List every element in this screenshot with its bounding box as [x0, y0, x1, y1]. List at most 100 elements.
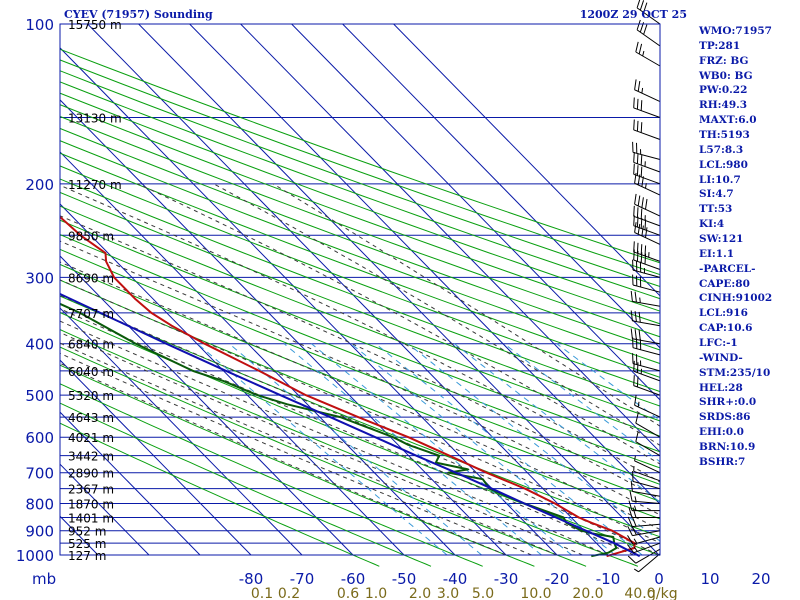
height-label: 4643 m — [68, 411, 114, 425]
height-label: 9850 m — [68, 229, 114, 243]
mixing-ratio-label: 5.0 — [472, 586, 494, 600]
wind-barb — [633, 375, 661, 396]
dry-adiabat — [60, 191, 660, 422]
stat-line: LI:10.7 — [699, 173, 741, 186]
pressure-tick-label: 300 — [25, 269, 54, 287]
dry-adiabat — [60, 70, 660, 288]
height-label: 7707 m — [68, 307, 114, 321]
temperature-tick-label: 10 — [700, 570, 719, 588]
stat-line: HEL:28 — [699, 381, 743, 394]
mixing-ratio-line — [375, 343, 643, 556]
height-label: 15750 m — [68, 18, 122, 32]
dry-adiabat — [60, 383, 483, 567]
wind-barb — [633, 119, 661, 140]
pressure-tick-label: 700 — [25, 465, 54, 483]
dry-adiabat — [60, 311, 660, 556]
mixing-ratio-label: 1.0 — [365, 586, 387, 600]
temperature-tick-label: 0 — [654, 570, 664, 588]
dry-adiabat — [60, 81, 660, 300]
dry-adiabat — [60, 219, 660, 453]
pressure-tick-label: 500 — [25, 387, 54, 405]
height-label: 11270 m — [68, 178, 122, 192]
dry-adiabat — [60, 329, 639, 567]
temperature-tick-label: -30 — [494, 570, 519, 588]
dry-adiabats — [60, 48, 660, 567]
wind-barb — [634, 394, 661, 418]
wind-barb — [633, 553, 661, 573]
dry-adiabat — [60, 364, 535, 567]
stat-line: LCL:980 — [699, 158, 748, 171]
temperature-tick-label: -10 — [596, 570, 621, 588]
dry-adiabat — [60, 248, 660, 485]
wind-barb — [632, 337, 661, 356]
wind-barb — [633, 97, 661, 118]
dry-adiabat — [60, 205, 660, 437]
stat-line: TT:53 — [699, 203, 733, 216]
stat-line: WMO:71957 — [699, 25, 772, 37]
stat-line: LCL:916 — [699, 307, 748, 320]
mixing-ratio-label: 0.6 — [337, 586, 359, 600]
wind-barb — [630, 328, 661, 345]
temperature-tick-label: -60 — [341, 570, 366, 588]
dry-adiabat — [60, 127, 660, 351]
wind-barb — [634, 222, 661, 245]
mixing-ratio-label: 0.1 — [251, 586, 273, 600]
height-label: 13130 m — [68, 112, 122, 126]
pressure-tick-label: 100 — [25, 16, 54, 34]
isotherm-line — [240, 24, 660, 453]
wind-barb — [633, 215, 661, 236]
isotherm-line — [60, 47, 558, 556]
dry-adiabat — [60, 346, 587, 567]
pressure-tick-label: 800 — [25, 496, 54, 514]
stat-line: LFC:-1 — [699, 337, 738, 350]
dry-adiabat — [60, 295, 660, 538]
wind-barb — [635, 431, 661, 457]
mixing-ratio-line — [228, 343, 482, 556]
sounding-datetime: 1200Z 29 OCT 25 — [579, 8, 687, 21]
wind-barb — [633, 151, 661, 173]
stat-line: FRZ: BG — [699, 54, 749, 67]
wind-barb — [630, 480, 661, 497]
wind-barb — [627, 535, 661, 545]
temperature-trace — [60, 215, 636, 558]
wind-barb — [636, 0, 661, 25]
height-label: 6040 m — [68, 365, 114, 379]
stat-line: WB0: BG — [699, 69, 753, 82]
wind-barb — [635, 41, 661, 67]
stat-line: MAXT:6.0 — [699, 114, 757, 127]
stat-line: CAP:10.6 — [699, 322, 753, 335]
stat-line: BSHR:7 — [699, 455, 746, 468]
isotherm-line — [87, 24, 609, 556]
wind-barb — [633, 241, 661, 262]
moist-adiabat — [60, 240, 660, 516]
wind-barb — [632, 470, 661, 490]
mixing-ratio-label: 0.2 — [278, 586, 300, 600]
wind-barb — [635, 412, 661, 438]
temperature-tick-label: 20 — [751, 570, 770, 588]
mixing-ratio-line — [311, 343, 572, 556]
stat-line: SRDS:86 — [699, 411, 751, 424]
wind-barb — [633, 163, 661, 185]
stat-line: PW:0.22 — [699, 84, 748, 97]
stat-line: EHI:0.0 — [699, 426, 744, 439]
wind-barb — [634, 79, 661, 103]
mixing-ratio-line — [283, 343, 542, 556]
moist-adiabat — [60, 261, 660, 531]
pressure-tick-label: 600 — [25, 429, 54, 447]
mixing-ratio-line — [454, 343, 660, 503]
moist-adiabat — [60, 331, 583, 556]
wind-barb — [633, 360, 661, 382]
isotherm-line — [291, 24, 660, 401]
mixing-ratio-unit: g/kg — [647, 586, 678, 600]
pressure-tick-label: 1000 — [16, 547, 54, 565]
temperature-tick-label: -50 — [392, 570, 417, 588]
dry-adiabat — [60, 279, 660, 520]
height-label: 4021 m — [68, 431, 114, 445]
dry-adiabat — [60, 152, 660, 378]
height-label: 6840 m — [68, 338, 114, 352]
parcel-trace — [60, 292, 641, 558]
height-label: 5320 m — [68, 389, 114, 403]
wind-barb — [632, 141, 661, 160]
